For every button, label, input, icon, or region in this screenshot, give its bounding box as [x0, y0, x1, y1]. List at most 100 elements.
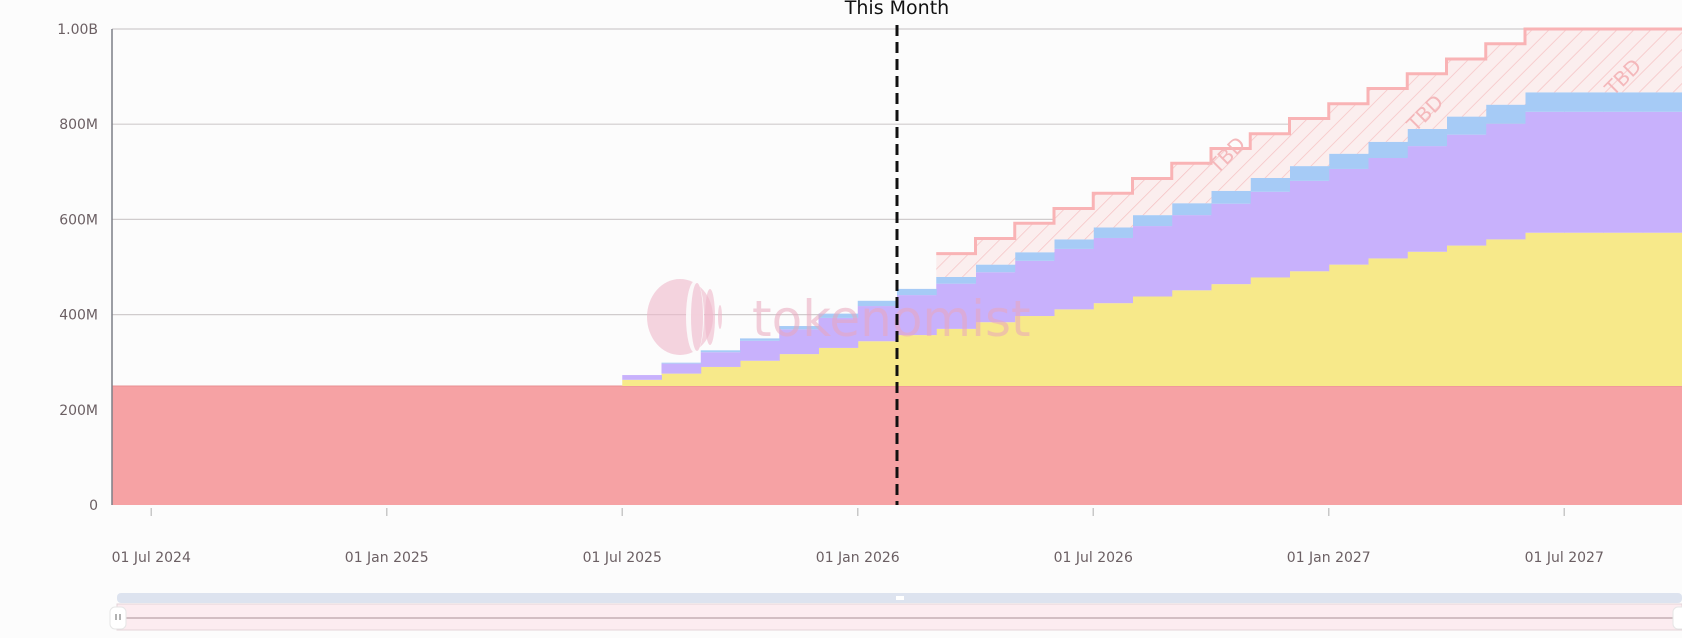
area-step	[622, 379, 662, 386]
area-step	[1014, 386, 1055, 505]
area-step	[700, 352, 741, 367]
area-step	[1407, 146, 1447, 252]
area-step	[1485, 123, 1526, 240]
area-step	[1328, 386, 1369, 505]
area-step	[1093, 193, 1133, 228]
area-step	[897, 288, 937, 296]
navigator-range[interactable]	[116, 603, 1682, 631]
area-step	[1171, 290, 1212, 386]
area-step	[1289, 118, 1330, 167]
area-step	[504, 386, 545, 505]
range-navigator[interactable]	[109, 593, 1682, 631]
area-step	[386, 386, 427, 505]
area-step	[779, 386, 819, 505]
area-step	[897, 335, 937, 386]
area-step	[1132, 226, 1173, 297]
navigator-left-handle[interactable]	[109, 606, 127, 630]
stacked-areas	[112, 27, 1682, 505]
scrollbar-grip-icon	[896, 596, 904, 600]
area-step	[1485, 43, 1526, 105]
area-step	[1328, 168, 1369, 265]
area-step	[1642, 92, 1682, 112]
area-step	[1368, 88, 1408, 142]
area-step	[1289, 386, 1330, 505]
x-tick-label: 01 Jan 2026	[816, 550, 900, 566]
area-step	[936, 276, 976, 284]
area-step	[1014, 260, 1055, 317]
area-step	[1328, 103, 1369, 154]
area-step	[975, 238, 1016, 265]
area-step	[1446, 58, 1487, 117]
navigator-right-handle[interactable]	[1672, 606, 1682, 630]
x-tick-label: 01 Jul 2025	[583, 550, 662, 566]
area-step	[622, 375, 662, 380]
area-step	[1171, 386, 1212, 505]
area-step	[1171, 163, 1212, 204]
area-step	[1642, 232, 1682, 386]
series-2	[622, 111, 1682, 380]
area-step	[857, 341, 898, 386]
area-step	[779, 329, 819, 355]
area-step	[1642, 29, 1682, 93]
area-step	[308, 386, 348, 505]
area-step	[1014, 316, 1055, 386]
area-step	[1368, 141, 1408, 158]
area-step	[1446, 386, 1487, 505]
area-step	[818, 317, 859, 348]
area-step	[1564, 92, 1604, 112]
tbd-outline	[936, 27, 1682, 256]
y-tick-label: 200M	[59, 403, 98, 419]
area-step	[1603, 386, 1644, 505]
x-tick-label: 01 Jul 2027	[1525, 550, 1604, 566]
area-step	[426, 386, 466, 505]
y-tick-label: 400M	[59, 308, 98, 324]
area-step	[1446, 245, 1487, 386]
area-step	[857, 306, 898, 342]
area-step	[112, 386, 152, 505]
area-step	[661, 373, 702, 386]
area-step	[1093, 237, 1133, 304]
area-step	[1564, 29, 1604, 93]
area-step	[936, 328, 976, 386]
area-step	[1250, 386, 1290, 505]
area-step	[1525, 29, 1565, 93]
area-step	[1407, 251, 1447, 386]
area-step	[1250, 133, 1290, 178]
area-step	[779, 354, 819, 386]
area-step	[818, 386, 859, 505]
area-step	[1211, 203, 1251, 285]
area-step	[1603, 232, 1644, 386]
area-step	[857, 300, 898, 307]
area-step	[1642, 111, 1682, 233]
area-step	[1211, 284, 1251, 386]
series-1	[622, 232, 1682, 386]
area-step	[1211, 386, 1251, 505]
series-4	[936, 27, 1682, 277]
area-step	[1250, 191, 1290, 278]
area-step	[1211, 148, 1251, 191]
area-step	[1132, 296, 1173, 386]
area-step	[1407, 128, 1447, 147]
area-step	[1014, 252, 1055, 261]
area-step	[1485, 104, 1526, 124]
area-step	[975, 386, 1016, 505]
area-step	[1328, 153, 1369, 169]
area-step	[1368, 386, 1408, 505]
area-step	[1525, 92, 1565, 112]
series-3	[661, 92, 1682, 364]
y-tick-label: 0	[89, 498, 98, 514]
area-step	[818, 313, 859, 318]
x-tick-label: 01 Jan 2027	[1287, 550, 1371, 566]
area-step	[465, 386, 505, 505]
area-step	[975, 272, 1016, 323]
area-step	[1407, 73, 1447, 129]
this-month-label: This Month	[844, 0, 949, 19]
area-step	[1368, 258, 1408, 386]
area-step	[1054, 248, 1094, 310]
area-step	[543, 386, 584, 505]
area-step	[740, 340, 780, 361]
area-step	[583, 386, 623, 505]
area-step	[661, 362, 702, 364]
area-step	[1054, 386, 1094, 505]
